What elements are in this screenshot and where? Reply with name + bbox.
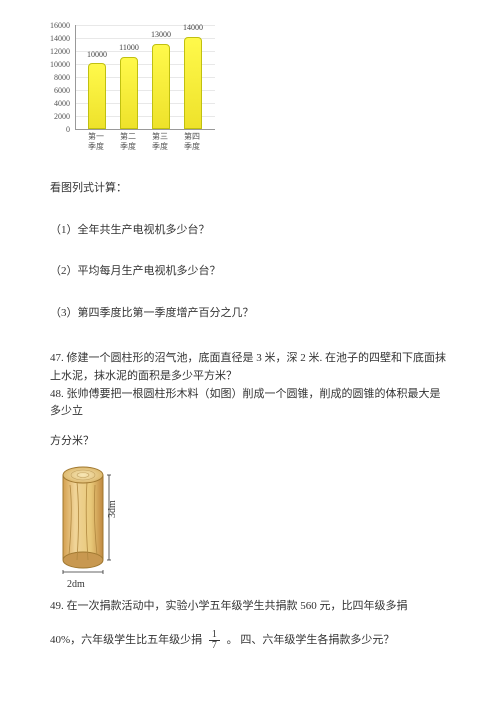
y-tick: 12000	[50, 46, 70, 59]
y-tick: 2000	[54, 111, 70, 124]
cylinder-figure: 3dm 2dm	[55, 460, 125, 590]
q49-post: 。 四、六年级学生各捐款多少元？	[227, 634, 395, 646]
question-3: （3）第四季度比第一季度增产百分之几？	[50, 305, 450, 323]
x-label: 第二 季度	[113, 132, 143, 151]
question-49-line2: 40%，六年级学生比五年级少捐 1 7 。 四、六年级学生各捐款多少元？	[50, 630, 450, 651]
y-tick: 6000	[54, 85, 70, 98]
chart-area: 10000 11000 13000 14000	[75, 25, 215, 130]
y-tick: 14000	[50, 33, 70, 46]
height-dimension: 3dm	[105, 501, 121, 519]
y-tick: 10000	[50, 59, 70, 72]
question-2: （2）平均每月生产电视机多少台？	[50, 263, 450, 281]
fraction-denominator: 7	[209, 641, 220, 651]
x-label: 第三 季度	[145, 132, 175, 151]
bar-label: 13000	[146, 29, 176, 42]
y-tick: 0	[66, 124, 70, 137]
bar-label: 10000	[82, 49, 112, 62]
bar-q3	[152, 44, 170, 129]
bar-q2	[120, 57, 138, 129]
x-label: 第四 季度	[177, 132, 207, 151]
bar-label: 14000	[178, 22, 208, 35]
question-48-line1: 48. 张帅傅要把一根圆柱形木料（如图）削成一个圆锥，削成的圆锥的体积最大是多少…	[50, 386, 450, 421]
width-dimension: 2dm	[67, 577, 85, 593]
q49-pre: 40%，六年级学生比五年级少捐	[50, 634, 202, 646]
y-axis-labels: 16000 14000 12000 10000 8000 6000 4000 2…	[40, 20, 72, 130]
intro-text: 看图列式计算：	[50, 180, 450, 198]
bar-q1	[88, 63, 106, 129]
question-47: 47. 修建一个圆柱形的沼气池，底面直径是 3 米，深 2 米. 在池子的四壁和…	[50, 350, 450, 385]
y-tick: 4000	[54, 98, 70, 111]
y-tick: 8000	[54, 72, 70, 85]
fraction: 1 7	[209, 630, 220, 651]
question-48-line2: 方分米？	[50, 433, 450, 451]
question-1: （1）全年共生产电视机多少台？	[50, 222, 450, 240]
bar-q4	[184, 37, 202, 129]
bars: 10000 11000 13000 14000	[76, 24, 216, 129]
y-tick: 16000	[50, 20, 70, 33]
x-label: 第一 季度	[81, 132, 111, 151]
bar-label: 11000	[114, 42, 144, 55]
bar-chart: 16000 14000 12000 10000 8000 6000 4000 2…	[40, 20, 220, 160]
cylinder-svg	[55, 460, 125, 585]
question-49-line1: 49. 在一次捐款活动中，实验小学五年级学生共捐款 560 元，比四年级多捐	[50, 598, 450, 616]
